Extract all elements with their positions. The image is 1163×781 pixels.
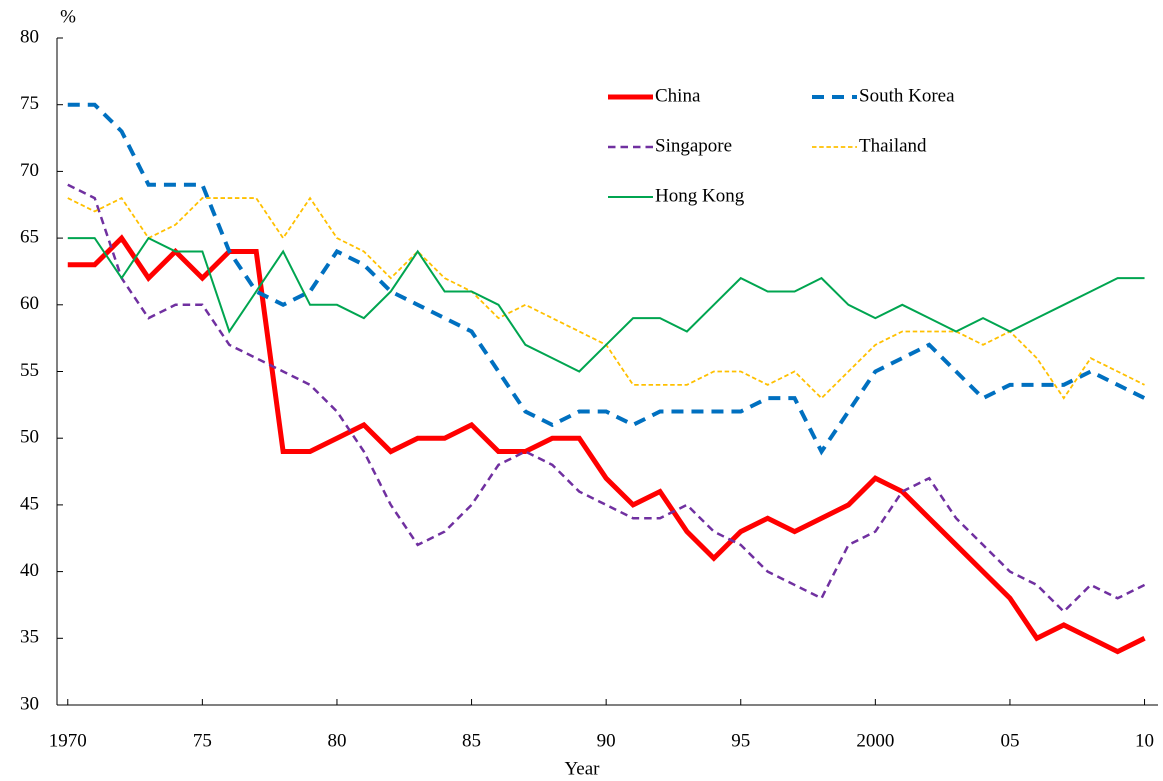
y-tick-label: 70 [20,160,39,181]
y-tick-label: 60 [20,293,39,314]
y-tick-label: 50 [20,427,39,448]
y-tick-label: 30 [20,693,39,714]
y-axis-label: % [60,6,76,27]
line-series [67,196,1145,400]
line-series [67,234,1146,655]
legend-label: Thailand [859,135,927,156]
x-axis-label: Year [564,758,600,779]
legend-label: Hong Kong [655,185,745,206]
x-tick-label: 80 [327,730,346,751]
y-tick-label: 80 [20,26,39,47]
legend-label: South Korea [859,85,955,106]
line-series [67,102,1146,456]
x-tick-label: 75 [193,730,212,751]
legend-label: Singapore [655,135,732,156]
x-tick-label: 05 [1000,730,1019,751]
x-tick-label: 85 [462,730,481,751]
y-tick-label: 65 [20,226,39,247]
x-tick-label: 2000 [856,730,894,751]
line-series [67,183,1146,614]
y-tick-label: 55 [20,360,39,381]
legend-label: China [655,85,701,106]
x-tick-label: 90 [597,730,616,751]
x-tick-label: 1970 [49,730,87,751]
line-series [67,236,1145,373]
y-tick-label: 40 [20,560,39,581]
x-tick-label: 95 [731,730,750,751]
y-tick-label: 75 [20,93,39,114]
x-tick-label: 10 [1135,730,1154,751]
y-tick-label: 35 [20,627,39,648]
y-tick-label: 45 [20,493,39,514]
